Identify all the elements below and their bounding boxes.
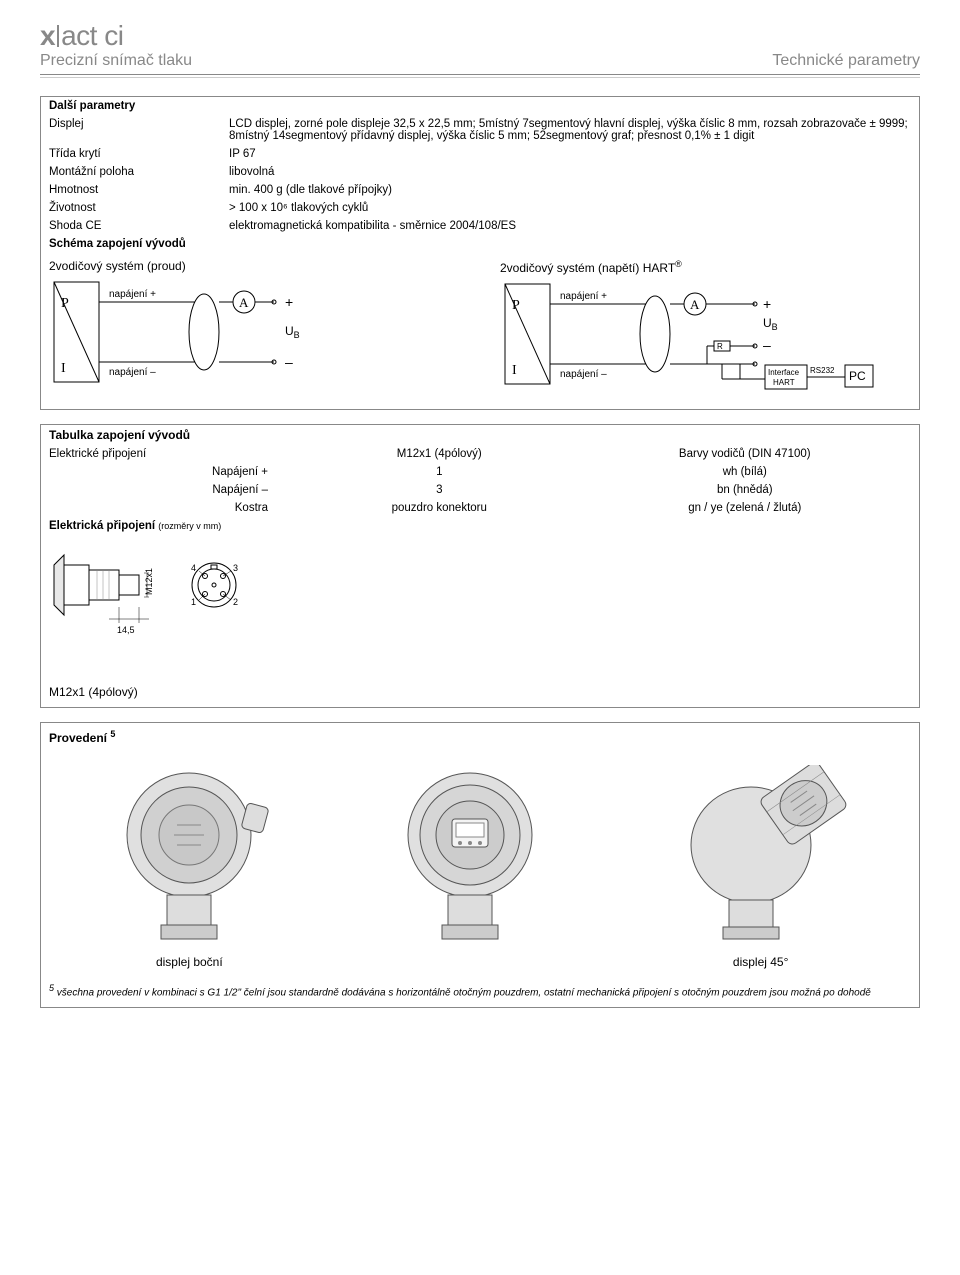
svg-text:14,5: 14,5 [117, 625, 135, 635]
conn-cell: Napájení + [41, 463, 308, 481]
conn-cell: wh (bílá) [571, 463, 919, 481]
spec-label: Displej [41, 115, 221, 145]
reg-mark: ® [675, 259, 682, 269]
svg-text:+: + [285, 294, 293, 310]
schema1-caption: 2vodičový systém (proud) [49, 259, 186, 273]
subtitle: Precizní snímač tlaku [40, 52, 192, 70]
spec-label: Životnost [41, 199, 221, 217]
device-caption-right: displej 45° [651, 955, 871, 969]
schema-voltage-hart: 2vodičový systém (napětí) HART® P I napá… [500, 259, 911, 399]
svg-text:UB: UB [285, 324, 300, 340]
svg-text:1: 1 [191, 597, 196, 607]
spec-label: Třída krytí [41, 145, 221, 163]
device-side-icon [89, 765, 289, 945]
connector-drawing: M12x1 14,5 4 3 1 2 [41, 535, 919, 651]
tech-params: Technické parametry [772, 52, 920, 70]
svg-text:–: – [763, 337, 771, 353]
device-45-icon [651, 765, 871, 945]
device-front-icon [370, 765, 570, 945]
logo: xact ci [40, 20, 920, 52]
svg-text:4: 4 [191, 563, 196, 573]
svg-text:I: I [512, 363, 517, 378]
device-caption-left: displej boční [89, 955, 289, 969]
svg-text:napájení +: napájení + [560, 291, 607, 302]
conn-table: Tabulka zapojení vývodů Elektrické připo… [41, 425, 919, 535]
footnote: 5 všechna provedení v kombinaci s G1 1/2… [41, 979, 919, 1007]
schema-current: 2vodičový systém (proud) P I napájení + … [49, 259, 460, 399]
spec-value: libovolná [221, 163, 919, 181]
schema2-caption: 2vodičový systém (napětí) HART [500, 261, 675, 275]
svg-text:3: 3 [233, 563, 238, 573]
conn-cell: bn (hnědá) [571, 481, 919, 499]
svg-text:–: – [285, 354, 293, 370]
svg-text:P: P [61, 296, 69, 311]
svg-text:HART: HART [773, 378, 795, 387]
panel-parameters: Další parametry DisplejLCD displej, zorn… [40, 96, 920, 410]
conn-cell: pouzdro konektoru [308, 499, 571, 517]
svg-text:napájení –: napájení – [560, 369, 607, 380]
panel-wiring-table: Tabulka zapojení vývodů Elektrické připo… [40, 424, 920, 708]
svg-text:UB: UB [763, 316, 778, 332]
svg-text:PC: PC [849, 369, 866, 383]
panel2-title: Tabulka zapojení vývodů [41, 425, 919, 445]
svg-text:R: R [717, 342, 723, 351]
svg-text:P: P [512, 298, 520, 313]
conn-cell: 3 [308, 481, 571, 499]
conn-header: Barvy vodičů (DIN 47100) [571, 445, 919, 463]
svg-text:napájení +: napájení + [109, 289, 156, 300]
svg-text:M12x1: M12x1 [144, 568, 154, 595]
spec-label: Hmotnost [41, 181, 221, 199]
connector-caption: M12x1 (4pólový) [41, 681, 919, 707]
svg-text:napájení –: napájení – [109, 367, 156, 378]
spec-value: LCD displej, zorné pole displeje 32,5 x … [221, 115, 919, 145]
svg-text:Interface: Interface [768, 368, 800, 377]
svg-text:2: 2 [233, 597, 238, 607]
spec-value: IP 67 [221, 145, 919, 163]
svg-text:I: I [61, 361, 66, 376]
conn-cell: Kostra [41, 499, 308, 517]
panel-provedeni: Provedení 5 [40, 722, 920, 1008]
svg-text:A: A [690, 297, 700, 312]
spec-value: elektromagnetická kompatibilita - směrni… [221, 217, 919, 235]
svg-text:+: + [763, 296, 771, 312]
svg-text:RS232: RS232 [810, 366, 835, 375]
page-header: xact ci Precizní snímač tlaku Technické … [40, 20, 920, 78]
schema-title: Schéma zapojení vývodů [41, 235, 919, 253]
spec-value: min. 400 g (dle tlakové přípojky) [221, 181, 919, 199]
conn-cell: gn / ye (zelená / žlutá) [571, 499, 919, 517]
spec-label: Montážní poloha [41, 163, 221, 181]
spec-label: Shoda CE [41, 217, 221, 235]
wiring-diagram-hart: P I napájení + napájení – A R [500, 279, 900, 399]
device-drawings [41, 745, 919, 955]
dim-title-small: (rozměry v mm) [158, 521, 221, 531]
spec-table: Další parametry DisplejLCD displej, zorn… [41, 97, 919, 253]
conn-header: M12x1 (4pólový) [308, 445, 571, 463]
wiring-diagram-current: P I napájení + napájení – A + – UB [49, 277, 349, 387]
logo-rest: act ci [61, 20, 123, 51]
panel3-title: Provedení 5 [41, 723, 919, 745]
svg-text:A: A [239, 295, 249, 310]
logo-x: x [40, 20, 55, 51]
conn-header: Elektrické připojení [41, 445, 308, 463]
conn-cell: Napájení – [41, 481, 308, 499]
spec-value: > 100 x 10⁶ tlakových cyklů [221, 199, 919, 217]
panel1-title: Další parametry [41, 97, 919, 115]
conn-cell: 1 [308, 463, 571, 481]
